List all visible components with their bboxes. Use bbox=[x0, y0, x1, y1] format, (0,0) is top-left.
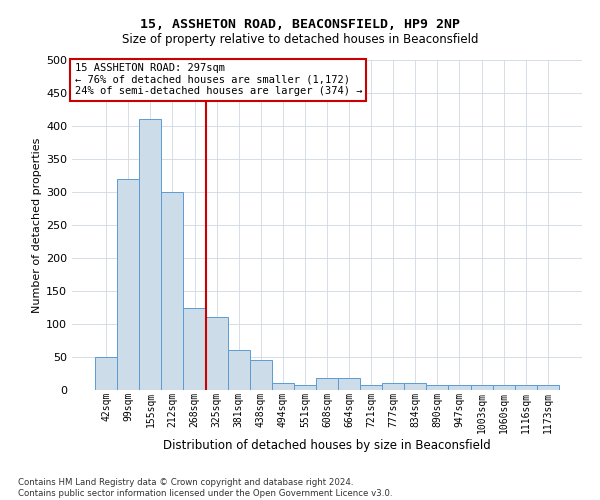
Bar bbox=[294, 386, 316, 390]
Bar bbox=[493, 386, 515, 390]
Bar bbox=[206, 318, 227, 390]
Bar bbox=[139, 120, 161, 390]
Bar bbox=[427, 386, 448, 390]
Bar bbox=[404, 384, 427, 390]
Text: Size of property relative to detached houses in Beaconsfield: Size of property relative to detached ho… bbox=[122, 32, 478, 46]
Bar bbox=[184, 308, 206, 390]
Bar bbox=[272, 384, 294, 390]
Text: 15 ASSHETON ROAD: 297sqm
← 76% of detached houses are smaller (1,172)
24% of sem: 15 ASSHETON ROAD: 297sqm ← 76% of detach… bbox=[74, 64, 362, 96]
Y-axis label: Number of detached properties: Number of detached properties bbox=[32, 138, 42, 312]
Bar bbox=[250, 360, 272, 390]
Bar bbox=[448, 386, 470, 390]
Bar bbox=[470, 386, 493, 390]
Bar bbox=[338, 378, 360, 390]
Bar bbox=[227, 350, 250, 390]
Bar bbox=[95, 357, 117, 390]
Bar bbox=[537, 386, 559, 390]
Bar bbox=[360, 386, 382, 390]
Text: Contains HM Land Registry data © Crown copyright and database right 2024.
Contai: Contains HM Land Registry data © Crown c… bbox=[18, 478, 392, 498]
Bar bbox=[161, 192, 184, 390]
Bar bbox=[316, 378, 338, 390]
Bar bbox=[382, 384, 404, 390]
Text: 15, ASSHETON ROAD, BEACONSFIELD, HP9 2NP: 15, ASSHETON ROAD, BEACONSFIELD, HP9 2NP bbox=[140, 18, 460, 30]
Bar bbox=[515, 386, 537, 390]
Bar bbox=[117, 179, 139, 390]
X-axis label: Distribution of detached houses by size in Beaconsfield: Distribution of detached houses by size … bbox=[163, 440, 491, 452]
